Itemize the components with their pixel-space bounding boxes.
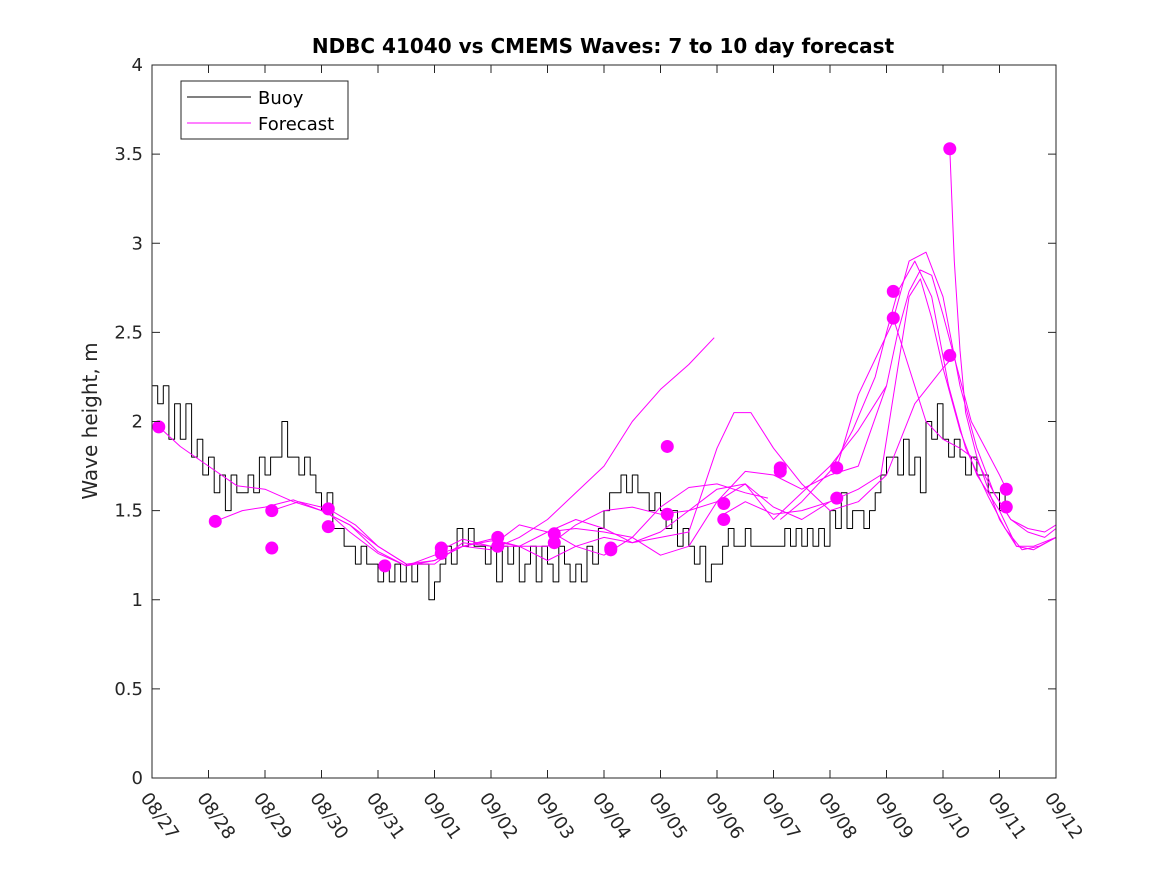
y-tick-label: 2.5 <box>114 322 143 343</box>
forecast-start-marker <box>547 536 561 550</box>
forecast-start-marker <box>943 349 957 363</box>
legend: Buoy Forecast <box>180 80 349 140</box>
forecast-start-marker <box>152 420 166 434</box>
forecast-series-line-5 <box>441 355 955 561</box>
forecast-start-marker <box>321 520 335 534</box>
y-tick-label: 3 <box>132 233 143 254</box>
forecast-series-line-2 <box>215 483 769 565</box>
forecast-start-marker <box>830 491 844 505</box>
marker-layer <box>152 142 1013 573</box>
forecast-start-marker <box>378 559 392 573</box>
chart-title: NDBC 41040 vs CMEMS Waves: 7 to 10 day f… <box>312 34 895 58</box>
forecast-start-marker <box>265 541 279 555</box>
forecast-start-marker <box>830 461 844 475</box>
forecast-start-marker <box>999 500 1013 514</box>
forecast-start-marker <box>773 464 787 478</box>
forecast-series-line-3 <box>271 483 831 567</box>
forecast-start-marker <box>434 546 448 560</box>
forecast-start-marker <box>999 482 1013 496</box>
y-tick-label: 2 <box>132 412 143 433</box>
y-tick-label: 0 <box>132 768 143 789</box>
forecast-start-marker <box>604 543 618 557</box>
forecast-series-line-10 <box>892 317 1057 533</box>
forecast-series-line-9 <box>836 251 1057 538</box>
y-tick-label: 1 <box>132 590 143 611</box>
y-tick-label: 1.5 <box>114 501 143 522</box>
legend-buoy-label: Buoy <box>258 88 304 109</box>
forecast-series-line-11 <box>949 148 1057 551</box>
y-tick-label: 0.5 <box>114 679 143 700</box>
legend-forecast-label: Forecast <box>258 114 334 135</box>
forecast-start-marker <box>717 513 731 527</box>
y-axis-label: Wave height, m <box>78 342 102 499</box>
forecast-start-marker <box>321 502 335 516</box>
y-tick-label: 4 <box>132 55 143 76</box>
plot-area <box>152 65 1056 778</box>
forecast-start-marker <box>886 284 900 298</box>
forecast-start-marker <box>208 514 222 528</box>
forecast-start-marker <box>717 496 731 510</box>
forecast-start-marker <box>660 439 674 453</box>
y-axis: 0 0.5 1 1.5 2 2.5 3 3.5 4 <box>114 55 1056 789</box>
buoy-series-line <box>152 385 1011 601</box>
forecast-start-marker <box>491 539 505 553</box>
forecast-start-marker <box>265 504 279 518</box>
forecast-start-marker <box>943 142 957 156</box>
forecast-series-line-4 <box>328 385 887 565</box>
forecast-series-line-6 <box>554 269 1007 556</box>
series-layer <box>152 148 1057 601</box>
y-tick-label: 3.5 <box>114 144 143 165</box>
forecast-start-marker <box>660 507 674 521</box>
forecast-series-line-7 <box>723 278 1057 547</box>
forecast-series-line-1 <box>158 337 715 567</box>
legend-box <box>180 80 349 140</box>
forecast-start-marker <box>547 527 561 541</box>
forecast-start-marker <box>886 311 900 325</box>
forecast-start-marker <box>491 530 505 544</box>
